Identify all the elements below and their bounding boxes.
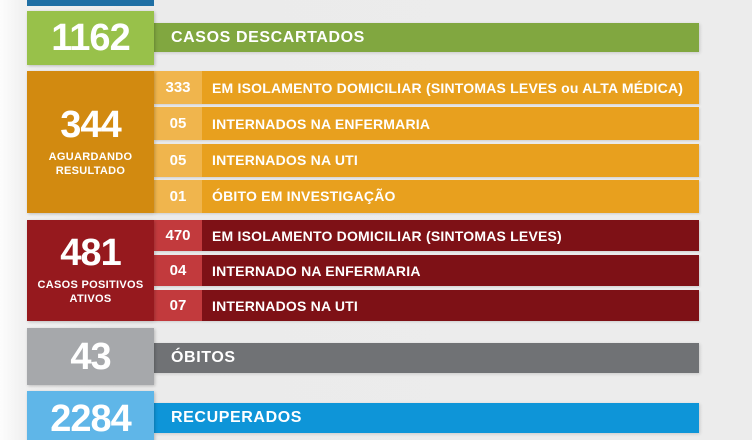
row-label: INTERNADOS NA UTI <box>202 143 699 177</box>
row-label: INTERNADOS NA UTI <box>202 290 699 321</box>
positivos-sublabel: CASOS POSITIVOS ATIVOS <box>37 279 144 305</box>
positivos-value: 481 <box>60 232 121 275</box>
breakdown-row: 07 INTERNADOS NA UTI <box>154 290 699 321</box>
row-value: 04 <box>154 255 202 286</box>
aguardando-breakdown: 333 EM ISOLAMENTO DOMICILIAR (SINTOMAS L… <box>154 71 699 213</box>
descartados-label: CASOS DESCARTADOS <box>171 28 365 46</box>
row-value: 333 <box>154 71 202 104</box>
row-value: 470 <box>154 220 202 251</box>
obitos-label-bar: ÓBITOS <box>154 343 699 373</box>
row-value: 01 <box>154 179 202 213</box>
descartados-value: 1162 <box>51 17 130 59</box>
row-label: EM ISOLAMENTO DOMICILIAR (SINTOMAS LEVES… <box>202 220 699 251</box>
row-label: ÓBITO EM INVESTIGAÇÃO <box>202 179 699 213</box>
recuperados-label: RECUPERADOS <box>171 409 303 426</box>
descartados-label-bar: CASOS DESCARTADOS <box>154 23 699 52</box>
obitos-value: 43 <box>70 335 111 378</box>
previous-block-fragment <box>27 0 154 6</box>
aguardando-sublabel: AGUARDANDO RESULTADO <box>48 150 133 177</box>
aguardando-value-block: 344 AGUARDANDO RESULTADO <box>27 71 154 213</box>
recuperados-value: 2284 <box>50 398 132 440</box>
row-label: INTERNADOS NA ENFERMARIA <box>202 107 699 141</box>
row-value: 05 <box>154 107 202 141</box>
breakdown-row: 333 EM ISOLAMENTO DOMICILIAR (SINTOMAS L… <box>154 71 699 104</box>
obitos-value-block: 43 <box>27 328 154 385</box>
positivos-value-block: 481 CASOS POSITIVOS ATIVOS <box>27 220 154 321</box>
aguardando-value: 344 <box>60 103 121 146</box>
row-value: 05 <box>154 143 202 177</box>
breakdown-row: 05 INTERNADOS NA UTI <box>154 143 699 177</box>
breakdown-row: 04 INTERNADO NA ENFERMARIA <box>154 255 699 286</box>
descartados-value-block: 1162 <box>27 11 154 65</box>
positivos-breakdown: 470 EM ISOLAMENTO DOMICILIAR (SINTOMAS L… <box>154 220 699 321</box>
recuperados-label-bar: RECUPERADOS <box>154 403 699 433</box>
row-label: INTERNADO NA ENFERMARIA <box>202 255 699 286</box>
breakdown-row: 05 INTERNADOS NA ENFERMARIA <box>154 107 699 141</box>
breakdown-row: 01 ÓBITO EM INVESTIGAÇÃO <box>154 179 699 213</box>
breakdown-row: 470 EM ISOLAMENTO DOMICILIAR (SINTOMAS L… <box>154 220 699 251</box>
row-value: 07 <box>154 290 202 321</box>
recuperados-value-block: 2284 <box>27 391 154 440</box>
row-label: EM ISOLAMENTO DOMICILIAR (SINTOMAS LEVES… <box>202 71 699 104</box>
obitos-label: ÓBITOS <box>171 349 236 366</box>
